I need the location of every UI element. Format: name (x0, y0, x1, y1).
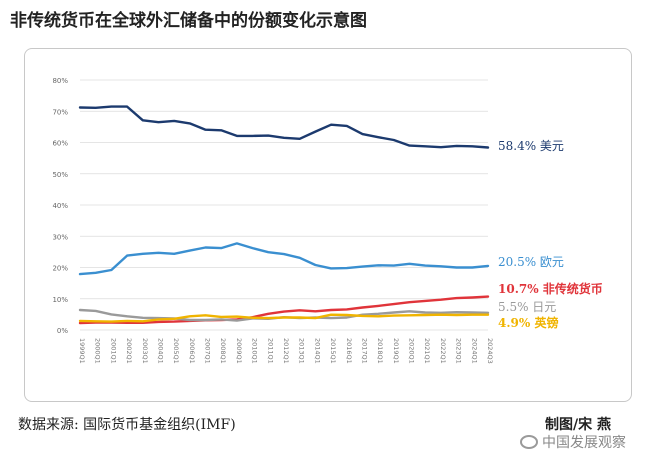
x-tick-label: 2023Q1 (455, 338, 463, 364)
wechat-icon (520, 435, 538, 449)
x-tick-label: 2001Q1 (109, 338, 117, 364)
x-tick-label: 2024Q3 (486, 338, 494, 364)
chart-title: 非传统货币在全球外汇储备中的份额变化示意图 (10, 11, 367, 31)
x-tick-label: 2013Q1 (298, 338, 306, 364)
x-tick-label: 2018Q1 (376, 338, 384, 364)
y-tick-label: 80% (52, 77, 68, 85)
series-line (78, 295, 490, 325)
y-tick-label: 20% (52, 265, 68, 273)
watermark: 中国发展观察 (520, 432, 626, 452)
watermark-text: 中国发展观察 (542, 435, 626, 451)
series-line (78, 105, 490, 149)
x-tick-label: 2024Q1 (470, 338, 478, 364)
x-tick-label: 2000Q1 (94, 338, 102, 364)
x-tick-label: 2014Q1 (313, 338, 321, 364)
series-end-label: 20.5% 欧元 (498, 255, 564, 269)
x-tick-label: 2017Q1 (360, 338, 368, 364)
x-tick-label: 2015Q1 (329, 338, 337, 364)
x-tick-label: 2016Q1 (345, 338, 353, 364)
series-end-label: 5.5% 日元 (498, 300, 556, 314)
y-tick-label: 50% (52, 171, 68, 179)
x-tick-label: 2007Q1 (204, 338, 212, 364)
y-tick-label: 70% (52, 108, 68, 116)
chart-credit: 制图/宋 燕 (545, 417, 611, 433)
y-tick-label: 40% (52, 202, 68, 210)
x-tick-label: 2005Q1 (172, 338, 180, 364)
x-tick-label: 2022Q1 (439, 338, 447, 364)
x-tick-label: 2003Q1 (141, 338, 149, 364)
x-tick-label: 2004Q1 (156, 338, 164, 364)
x-tick-label: 2020Q1 (408, 338, 416, 364)
series-end-label: 58.4% 美元 (498, 139, 564, 153)
x-tick-label: 2019Q1 (392, 338, 400, 364)
x-tick-label: 2006Q1 (188, 338, 196, 364)
series-end-label: 4.9% 英镑 (498, 315, 558, 330)
y-tick-label: 60% (52, 140, 68, 148)
x-tick-label: 2009Q1 (235, 338, 243, 364)
x-tick-label: 2011Q1 (266, 338, 274, 364)
series-line (78, 313, 490, 323)
y-tick-label: 30% (52, 233, 68, 241)
x-tick-label: 1999Q1 (78, 338, 86, 364)
x-tick-label: 2010Q1 (251, 338, 259, 364)
series-end-label: 10.7% 非传统货币 (498, 281, 603, 296)
x-tick-label: 2021Q1 (423, 338, 431, 364)
y-tick-label: 0% (57, 327, 68, 335)
y-tick-label: 10% (52, 296, 68, 304)
x-tick-label: 2008Q1 (219, 338, 227, 364)
x-tick-label: 2002Q1 (125, 338, 133, 364)
series-line (78, 242, 490, 276)
x-tick-label: 2012Q1 (282, 338, 290, 364)
data-source: 数据来源: 国际货币基金组织(IMF) (18, 417, 236, 433)
